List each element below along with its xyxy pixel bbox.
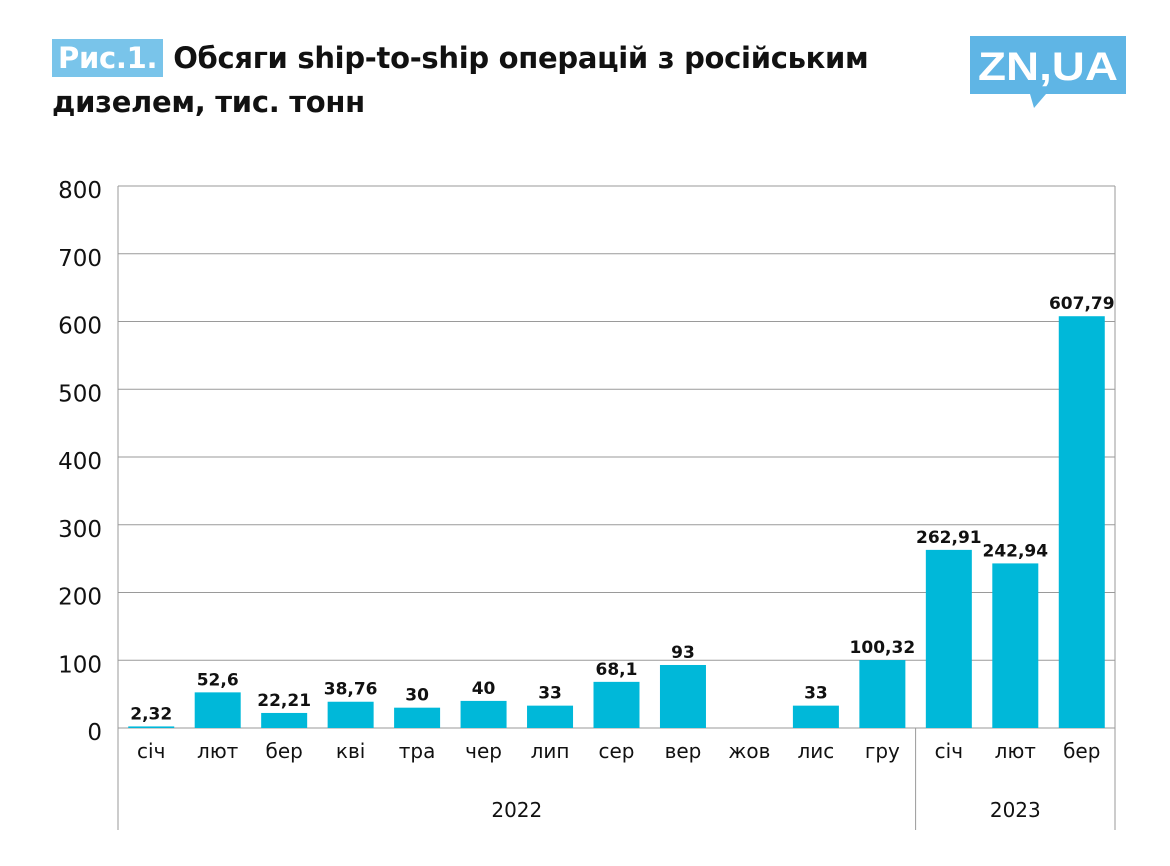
x-category-label: січ xyxy=(935,739,963,763)
bar xyxy=(792,705,839,728)
x-category-label: лип xyxy=(531,739,570,763)
y-tick-label: 200 xyxy=(58,585,102,611)
bar xyxy=(992,563,1039,728)
y-tick-label: 800 xyxy=(58,178,102,204)
x-category-label: січ xyxy=(137,739,165,763)
x-category-label: бер xyxy=(265,739,302,763)
bar xyxy=(394,707,441,728)
x-category-label: лют xyxy=(995,739,1037,763)
y-tick-label: 300 xyxy=(58,517,102,543)
chart-title-part-1: Обсяги ship-to-ship операцій з російськи… xyxy=(173,41,869,75)
bar xyxy=(261,712,308,728)
x-group-label: 2023 xyxy=(990,798,1041,822)
data-label: 100,32 xyxy=(850,638,916,658)
data-label: 68,1 xyxy=(596,660,638,680)
data-label: 30 xyxy=(405,686,429,706)
zn-ua-logo: ZN,UA xyxy=(970,36,1126,110)
title-line-1: Рис.1. Обсяги ship-to-ship операцій з рос… xyxy=(52,36,932,80)
x-category-label: чер xyxy=(465,739,502,763)
y-tick-label: 100 xyxy=(58,652,102,678)
y-tick-label: 400 xyxy=(58,449,102,475)
y-tick-label: 500 xyxy=(58,381,102,407)
data-label: 33 xyxy=(804,684,828,704)
figure-label-badge: Рис.1. xyxy=(52,39,164,77)
y-tick-label: 600 xyxy=(58,314,102,340)
y-tick-label: 700 xyxy=(58,246,102,272)
bar xyxy=(925,549,972,728)
x-category-label: вер xyxy=(665,739,702,763)
bar xyxy=(527,705,574,728)
data-label: 607,79 xyxy=(1049,294,1115,314)
data-label: 52,6 xyxy=(197,670,239,690)
x-category-label: бер xyxy=(1063,739,1100,763)
x-group-label: 2022 xyxy=(491,798,542,822)
y-tick-label: 0 xyxy=(87,720,102,746)
bar xyxy=(460,700,507,728)
x-category-label: гру xyxy=(865,739,900,763)
chart-header: Рис.1. Обсяги ship-to-ship операцій з рос… xyxy=(52,36,932,124)
data-label: 40 xyxy=(472,679,496,699)
x-category-label: тра xyxy=(399,739,436,763)
data-label: 93 xyxy=(671,643,695,663)
data-label: 33 xyxy=(538,684,562,704)
zn-ua-logo-graphic: ZN,UA xyxy=(970,36,1126,108)
x-category-label: кві xyxy=(336,739,365,763)
logo-text: ZN,UA xyxy=(978,45,1118,89)
bar xyxy=(859,660,906,728)
data-label: 2,32 xyxy=(130,704,172,724)
bar xyxy=(593,681,640,728)
chart-title-part-2: дизелем, тис. тонн xyxy=(52,85,365,119)
bar xyxy=(128,726,175,728)
title-line-2: дизелем, тис. тонн xyxy=(52,80,932,124)
bar xyxy=(1058,316,1105,728)
data-label: 242,94 xyxy=(982,541,1048,561)
bar xyxy=(194,692,241,728)
bar xyxy=(659,664,706,728)
x-category-label: лис xyxy=(798,739,835,763)
data-label: 262,91 xyxy=(916,528,982,548)
x-category-label: сер xyxy=(599,739,635,763)
data-label: 38,76 xyxy=(324,680,378,700)
data-label: 22,21 xyxy=(257,691,311,711)
x-category-label: жов xyxy=(728,739,770,763)
bar xyxy=(327,701,374,728)
x-category-label: лют xyxy=(197,739,239,763)
